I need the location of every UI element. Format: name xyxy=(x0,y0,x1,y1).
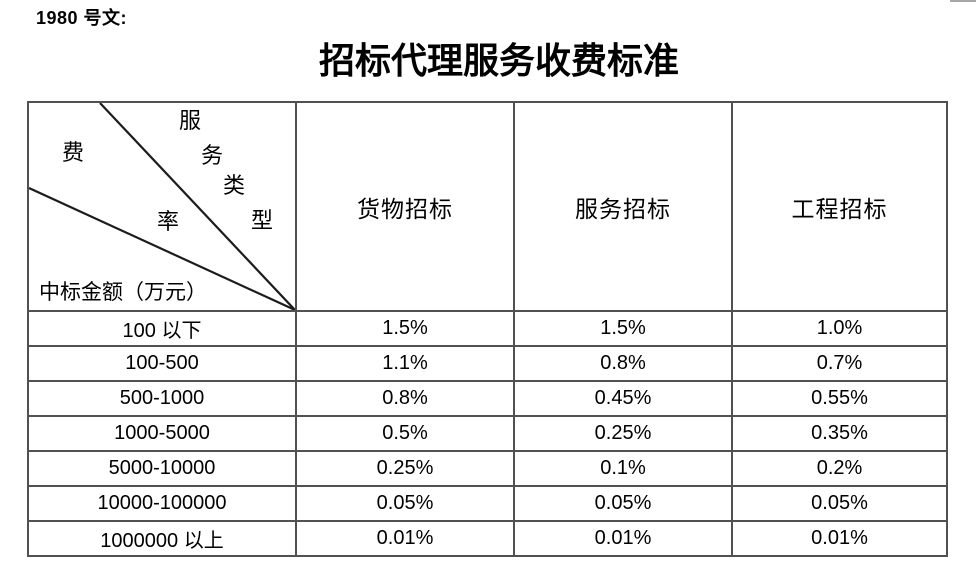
amount-cell: 1000000 以上 xyxy=(29,520,295,555)
amount-axis-label: 中标金额（万元） xyxy=(39,280,207,304)
rate-cell: 0.01% xyxy=(295,520,513,555)
service-type-char: 型 xyxy=(250,208,274,233)
rate-char: 率 xyxy=(156,209,180,234)
amount-cell: 100-500 xyxy=(29,345,295,380)
rate-cell: 0.05% xyxy=(295,485,513,520)
rate-cell: 1.5% xyxy=(513,310,731,345)
rate-cell: 0.45% xyxy=(513,380,731,415)
rate-cell: 1.0% xyxy=(731,310,946,345)
rate-cell: 0.05% xyxy=(513,485,731,520)
amount-cell: 500-1000 xyxy=(29,380,295,415)
diagonal-lines xyxy=(29,103,295,310)
service-type-char: 务 xyxy=(200,143,224,168)
column-header-works: 工程招标 xyxy=(731,103,946,310)
rate-cell: 0.01% xyxy=(731,520,946,555)
diagonal-header-cell: 服 务 类 型 费 率 中标金额（万元） xyxy=(29,103,295,310)
rate-cell: 1.1% xyxy=(295,345,513,380)
rate-cell: 0.25% xyxy=(295,450,513,485)
rate-char: 费 xyxy=(61,140,85,165)
rate-cell: 0.8% xyxy=(513,345,731,380)
doc-number: 1980 号文: xyxy=(36,8,128,28)
rate-cell: 0.1% xyxy=(513,450,731,485)
rate-cell: 0.8% xyxy=(295,380,513,415)
fee-standard-table: 服 务 类 型 费 率 中标金额（万元） 货物招标 服务招标 工程招标 100 … xyxy=(27,101,948,557)
rate-cell: 0.25% xyxy=(513,415,731,450)
amount-cell: 10000-100000 xyxy=(29,485,295,520)
top-edge-artifact xyxy=(950,0,976,2)
rate-cell: 0.55% xyxy=(731,380,946,415)
amount-cell: 5000-10000 xyxy=(29,450,295,485)
rate-cell: 0.05% xyxy=(731,485,946,520)
rate-cell: 0.7% xyxy=(731,345,946,380)
rate-cell: 0.5% xyxy=(295,415,513,450)
column-header-services: 服务招标 xyxy=(513,103,731,310)
rate-cell: 1.5% xyxy=(295,310,513,345)
page-title: 招标代理服务收费标准 xyxy=(318,41,679,81)
service-type-char: 服 xyxy=(178,108,202,133)
service-type-char: 类 xyxy=(222,173,246,198)
column-header-goods: 货物招标 xyxy=(295,103,513,310)
rate-cell: 0.2% xyxy=(731,450,946,485)
amount-cell: 100 以下 xyxy=(29,310,295,345)
amount-cell: 1000-5000 xyxy=(29,415,295,450)
rate-cell: 0.01% xyxy=(513,520,731,555)
rate-cell: 0.35% xyxy=(731,415,946,450)
